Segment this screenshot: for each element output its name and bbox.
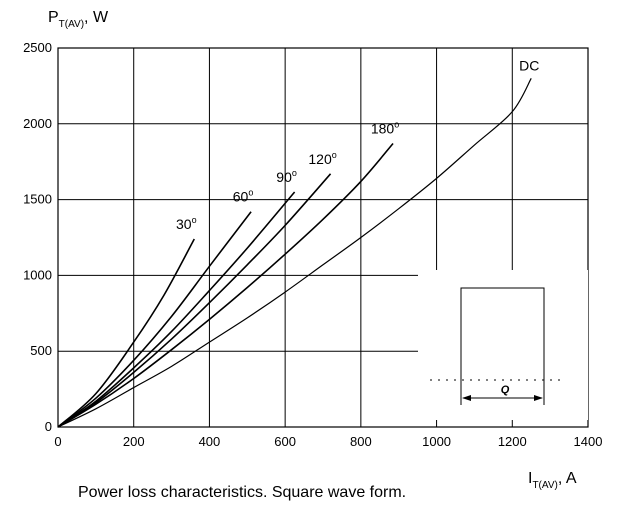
x-axis-symbol: I <box>528 470 532 487</box>
curve-label-degree: o <box>394 120 399 130</box>
curve-label-value: 30 <box>176 216 192 232</box>
x-tick-label: 400 <box>199 434 221 449</box>
x-tick-label: 800 <box>350 434 372 449</box>
x-axis-unit: , A <box>558 470 577 487</box>
curve-label-value: 60 <box>233 189 249 205</box>
curve-180-deg <box>57 142 394 428</box>
waveform-inset: Q <box>418 270 588 420</box>
curve-label-value: 90 <box>276 169 292 185</box>
y-tick-label: 0 <box>45 419 52 434</box>
inset-pulse <box>460 287 545 380</box>
curve-label: 30o <box>176 215 197 232</box>
y-tick-label: 1000 <box>23 267 52 282</box>
curve-label: 90o <box>276 168 297 185</box>
curve-dc <box>57 78 532 428</box>
y-axis-title: PT(AV), W <box>48 9 109 30</box>
inset-arrow-right <box>534 395 543 401</box>
chart-caption: Power loss characteristics. Square wave … <box>78 484 407 501</box>
curve-120-deg <box>57 173 332 428</box>
x-tick-label: 1400 <box>574 434 603 449</box>
x-tick-label: 0 <box>54 434 61 449</box>
curves <box>57 78 532 428</box>
curve-90-deg <box>57 191 296 428</box>
x-tick-label: 1200 <box>498 434 527 449</box>
y-axis-subscript: T(AV) <box>59 19 84 30</box>
curve-label-degree: o <box>292 168 297 178</box>
y-axis-unit: , W <box>84 9 109 26</box>
y-tick-label: 1500 <box>23 192 52 207</box>
curve-label: 120o <box>308 150 336 167</box>
inset-dimension-label: Q <box>501 384 510 396</box>
x-tick-label: 600 <box>274 434 296 449</box>
y-tick-label: 2000 <box>23 116 52 131</box>
curve-label: 60o <box>233 188 254 205</box>
y-tick-labels: 0 500 1000 1500 2000 2500 <box>23 40 52 434</box>
curve-label-degree: o <box>332 150 337 160</box>
curve-label-degree: o <box>192 215 197 225</box>
inset-arrow-left <box>462 395 471 401</box>
curve-30-deg <box>57 238 195 428</box>
curve-label-value: 180 <box>371 121 395 137</box>
x-tick-labels: 0 200 400 600 800 1000 1200 1400 <box>54 434 602 449</box>
x-tick-label: 1000 <box>422 434 451 449</box>
x-tick-label: 200 <box>123 434 145 449</box>
y-tick-label: 500 <box>30 343 52 358</box>
curve-label-value: DC <box>519 57 539 73</box>
inset-background <box>418 270 588 420</box>
y-axis-symbol: P <box>48 9 59 26</box>
curve-label: 180o <box>371 120 399 137</box>
curve-label-degree: o <box>248 188 253 198</box>
plot-frame <box>57 47 589 428</box>
curve-label-value: 120 <box>308 151 332 167</box>
curve-60-deg <box>57 211 252 428</box>
y-tick-label: 2500 <box>23 40 52 55</box>
curve-label: DC <box>519 57 539 73</box>
x-axis-subscript: T(AV) <box>532 480 557 491</box>
x-axis-title: IT(AV), A <box>528 470 577 491</box>
